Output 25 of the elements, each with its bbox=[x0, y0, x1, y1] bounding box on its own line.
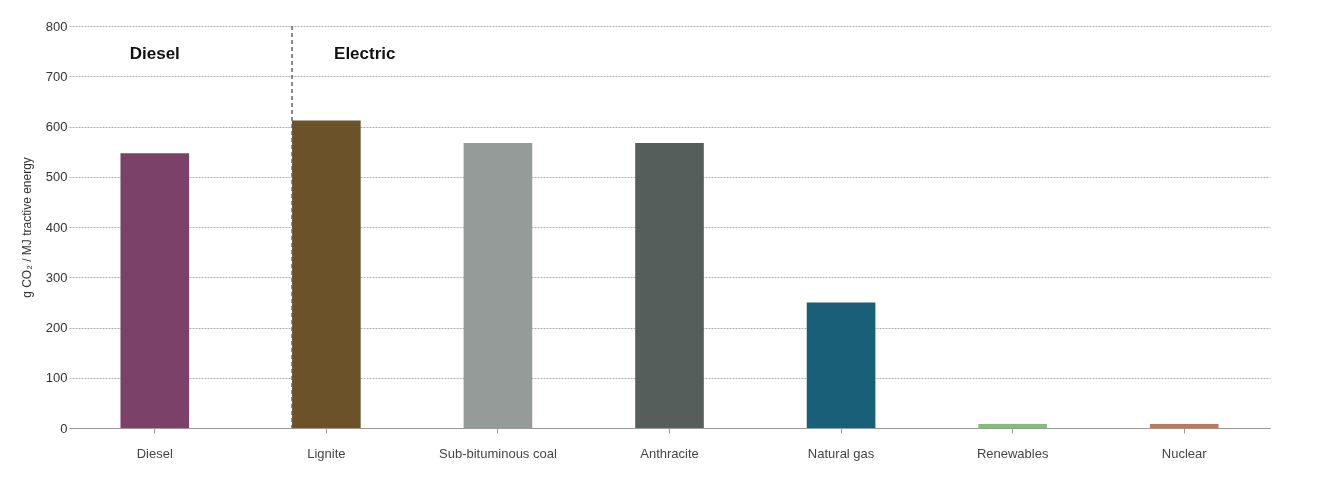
annotation: Diesel bbox=[129, 44, 180, 63]
y-tick-label: 400 bbox=[45, 219, 68, 235]
y-tick-label: 300 bbox=[45, 269, 68, 285]
bar bbox=[806, 302, 876, 428]
y-axis-title: g CO₂ / MJ tractive energy bbox=[19, 157, 34, 298]
y-tick-label: 700 bbox=[45, 68, 68, 84]
x-tick-label: Sub-bituminous coal bbox=[439, 445, 557, 461]
ref-line-label: Electric bbox=[334, 44, 396, 63]
x-tick-label: Nuclear bbox=[1161, 445, 1208, 461]
bar bbox=[120, 153, 190, 428]
bar bbox=[1149, 423, 1219, 428]
y-tick-label: 500 bbox=[45, 169, 68, 185]
bar bbox=[635, 143, 704, 428]
y-tick-label: 800 bbox=[45, 18, 68, 34]
x-tick-label: Natural gas bbox=[807, 445, 875, 461]
y-tick-label: 600 bbox=[45, 119, 68, 134]
bar bbox=[292, 120, 361, 428]
bar bbox=[978, 423, 1047, 428]
x-tick-label: Renewables bbox=[976, 445, 1049, 461]
y-tick-label: 100 bbox=[45, 370, 68, 386]
y-tick-label: 0 bbox=[60, 420, 68, 436]
y-tick-label: 200 bbox=[45, 320, 68, 335]
x-tick-label: Lignite bbox=[307, 445, 346, 461]
x-tick-label: Anthracite bbox=[640, 445, 699, 461]
x-tick-label: Diesel bbox=[136, 445, 173, 461]
